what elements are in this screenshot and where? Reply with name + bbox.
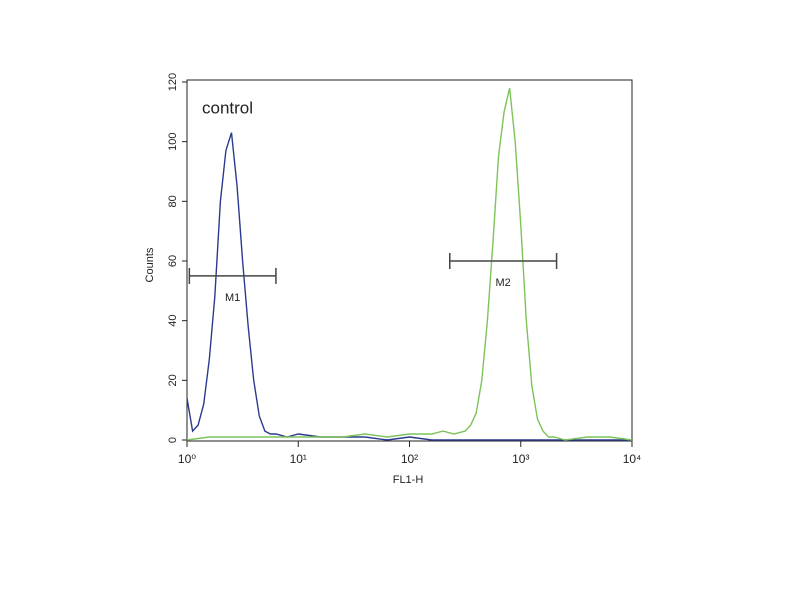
y-tick-label: 20 bbox=[167, 374, 179, 386]
y-tick-label: 80 bbox=[167, 195, 179, 207]
x-tick-label: 10² bbox=[401, 452, 418, 466]
x-tick-label: 10⁰ bbox=[178, 452, 196, 466]
y-tick-label: 120 bbox=[167, 73, 179, 91]
histogram-line bbox=[186, 132, 632, 441]
y-tick-label: 100 bbox=[167, 132, 179, 150]
marker-label: M1 bbox=[225, 292, 240, 304]
y-tick-label: 60 bbox=[167, 255, 179, 267]
x-tick-label: 10⁴ bbox=[623, 452, 642, 466]
y-tick-label: 40 bbox=[167, 315, 179, 327]
x-tick-label: 10³ bbox=[512, 452, 529, 466]
histogram-line bbox=[186, 87, 633, 441]
annotation: control bbox=[202, 98, 253, 117]
y-tick-label: 0 bbox=[167, 437, 179, 443]
x-tick-label: 10¹ bbox=[290, 452, 307, 466]
x-axis-label: FL1-H bbox=[393, 474, 424, 486]
plot-frame bbox=[186, 79, 633, 442]
marker-label: M2 bbox=[496, 277, 511, 289]
y-axis-label: Counts bbox=[144, 247, 156, 282]
